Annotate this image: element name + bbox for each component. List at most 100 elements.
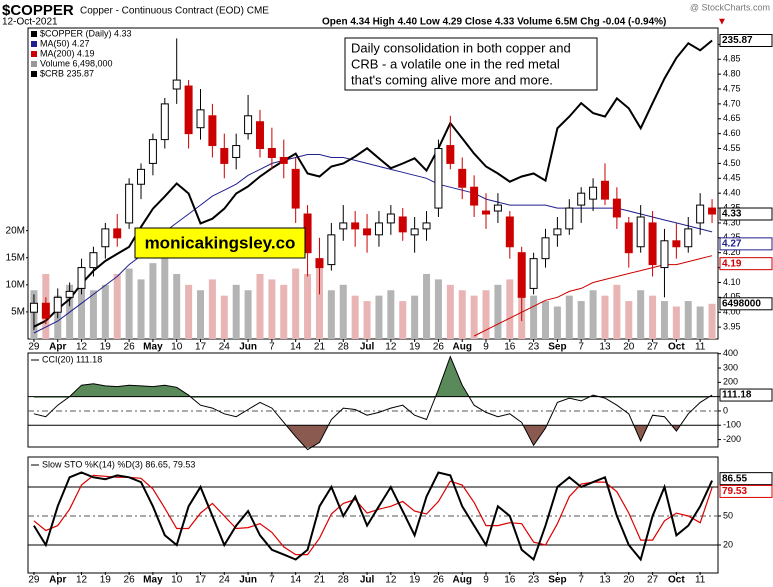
y-tick-label: -200 (723, 434, 741, 444)
volume-tick-label: 15M (6, 252, 25, 263)
volume-bar (89, 290, 97, 339)
candle-body (434, 148, 443, 209)
candle-body (612, 198, 621, 218)
legend-label: $CRB 235.87 (40, 68, 94, 78)
source: @ StockCharts.com (690, 2, 770, 12)
candle-body (244, 115, 253, 135)
value-tag: 6498000 (719, 297, 773, 311)
volume-bar (149, 263, 157, 339)
volume-bar (494, 284, 502, 339)
x-tick-label: Sep (548, 342, 566, 353)
candle-body (89, 252, 98, 269)
x-tick-label: 27 (647, 575, 659, 586)
candle-body (363, 228, 372, 236)
series-line (473, 255, 713, 337)
annotation-line: Daily consolidation in both copper and (351, 40, 571, 55)
volume-bar (625, 301, 633, 339)
y-tick-label: 200 (723, 377, 738, 387)
candle-body (398, 216, 407, 233)
volume-bar (101, 284, 109, 339)
y-tick-label: -100 (723, 420, 741, 430)
y-tick-label: 4.45 (723, 173, 741, 183)
x-tick-label: 17 (195, 575, 207, 586)
legend-swatch (31, 41, 37, 47)
x-tick-label: Oct (668, 342, 685, 353)
x-tick-label: 7 (269, 342, 275, 353)
volume-bar (684, 301, 692, 339)
volume-bar (268, 279, 276, 339)
volume-bar (542, 301, 549, 339)
y-tick-label: 20 (723, 539, 733, 549)
tag-text: 4.33 (722, 209, 742, 220)
instrument-name: Copper - Continuous Contract (EOD) CME (80, 6, 269, 17)
annotation-line: CRB - a volatile one in the red metal (351, 56, 560, 71)
volume-bar (589, 290, 597, 339)
x-tick-label: 14 (290, 575, 302, 586)
value-tag: 111.18 (719, 388, 773, 402)
x-tick-label: Apr (49, 342, 66, 353)
y-tick-label: 4.25 (723, 232, 741, 242)
candle-body (184, 85, 193, 135)
y-tick-label: 4.35 (723, 202, 741, 212)
volume-bar (530, 295, 538, 339)
legend-swatch (31, 61, 37, 67)
candle-body (327, 234, 336, 266)
watermark-box (134, 227, 306, 259)
down-arrow: ▼ (717, 17, 727, 28)
volume-bar (185, 284, 193, 339)
sto-panel (27, 456, 719, 574)
annotation: Daily consolidation in both copper andCR… (344, 37, 598, 91)
legend-label: Volume 6,498,000 (40, 58, 113, 68)
candle-body (517, 252, 526, 298)
x-tick-label: 9 (483, 342, 489, 353)
x-tick-label: 29 (28, 575, 40, 586)
value-tag: 4.27 (719, 237, 773, 251)
x-tick-label: 20 (623, 575, 635, 586)
tag-box (719, 297, 773, 311)
value-tag: 4.33 (719, 207, 773, 221)
candle-body (53, 296, 62, 313)
cci-area-above (33, 356, 713, 398)
legend-label: Slow STO %K(14) %D(3) 86.65, 79.53 (42, 459, 195, 469)
candle-body (577, 192, 586, 206)
candle-body (696, 204, 705, 224)
x-tick-label: 16 (504, 575, 516, 586)
candle-body (220, 148, 229, 164)
volume-bar (339, 284, 347, 339)
x-tick-label: 9 (483, 575, 489, 586)
candle-body (529, 258, 538, 289)
y-tick-label: 4.85 (723, 54, 741, 64)
candle-body (482, 210, 491, 215)
candle-body (505, 216, 514, 248)
candle-body (29, 302, 38, 313)
volume-bar (351, 295, 359, 339)
volume-bar (232, 284, 240, 339)
x-tick-label: 28 (338, 575, 350, 586)
candle-body (458, 168, 467, 188)
x-tick-label: Aug (452, 342, 471, 353)
x-tick-label: 26 (433, 575, 445, 586)
candle-body (470, 186, 479, 206)
volume-bar (280, 284, 288, 339)
x-tick-label: Aug (452, 575, 471, 586)
y-tick-label: 4.40 (723, 188, 741, 198)
x-tick-label: 14 (290, 342, 302, 353)
tag-text: 111.18 (722, 390, 752, 401)
series-line (33, 39, 713, 328)
volume-bar (434, 279, 442, 339)
volume-bar (387, 290, 395, 339)
x-tick-label: 20 (623, 342, 635, 353)
volume-tick-label: 20M (6, 225, 25, 236)
candle-body (410, 228, 419, 236)
candle-body (255, 121, 264, 150)
tag-text: 235.87 (722, 35, 753, 46)
x-tick-label: 24 (219, 575, 231, 586)
volume-bar (577, 301, 585, 339)
tag-text: 4.27 (722, 239, 742, 250)
volume-bar (315, 263, 323, 339)
x-tick-label: 12 (76, 342, 88, 353)
x-tick-label: 12 (76, 575, 88, 586)
candle-body (684, 228, 693, 248)
volume-bar (220, 295, 228, 339)
